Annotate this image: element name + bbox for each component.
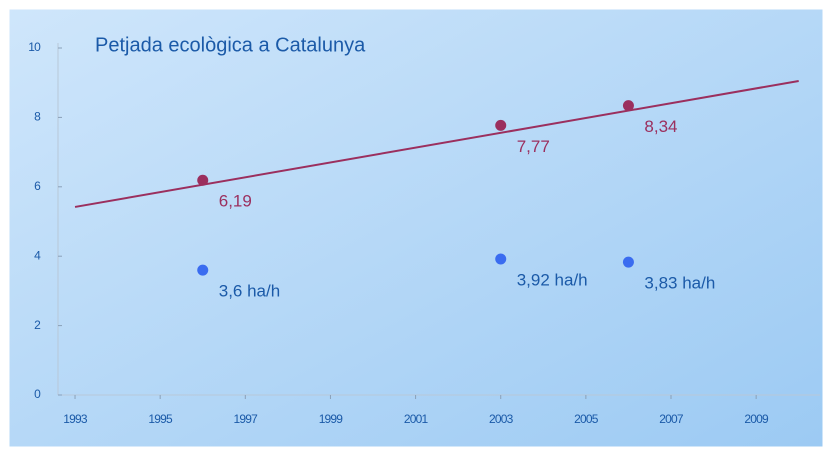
y-tick-label: 10: [28, 40, 41, 54]
x-tick-label: 1997: [234, 412, 259, 426]
x-tick-label: 1995: [148, 412, 173, 426]
x-tick-label: 2001: [404, 412, 429, 426]
value-label: 3,83 ha/h: [644, 274, 715, 293]
y-tick-label: 4: [34, 248, 41, 262]
value-label: 3,92 ha/h: [517, 270, 588, 289]
panel: [6, 6, 826, 450]
x-tick-label: 2005: [574, 412, 599, 426]
y-tick-label: 0: [34, 387, 41, 401]
point: [197, 174, 209, 186]
trend-line: [74, 79, 799, 208]
x-tick-label: 2007: [659, 412, 684, 426]
value-label: 3,6 ha/h: [219, 282, 280, 301]
x-tick-label: 2003: [489, 412, 514, 426]
value-label: 6,19: [219, 192, 252, 211]
x-tick-label: 1993: [63, 412, 88, 426]
x-tick-label: 1999: [319, 412, 344, 426]
x-tick-label: 2009: [744, 412, 769, 426]
point: [495, 119, 507, 131]
point: [197, 264, 209, 276]
chart-title: Petjada ecològica a Catalunya: [95, 34, 366, 56]
point: [622, 256, 634, 268]
y-tick-label: 2: [34, 318, 41, 332]
value-label: 7,77: [517, 137, 550, 156]
point: [495, 253, 507, 265]
point: [622, 100, 634, 112]
y-tick-label: 6: [34, 179, 41, 193]
y-tick-label: 8: [34, 110, 41, 124]
value-label: 8,34: [644, 117, 677, 136]
